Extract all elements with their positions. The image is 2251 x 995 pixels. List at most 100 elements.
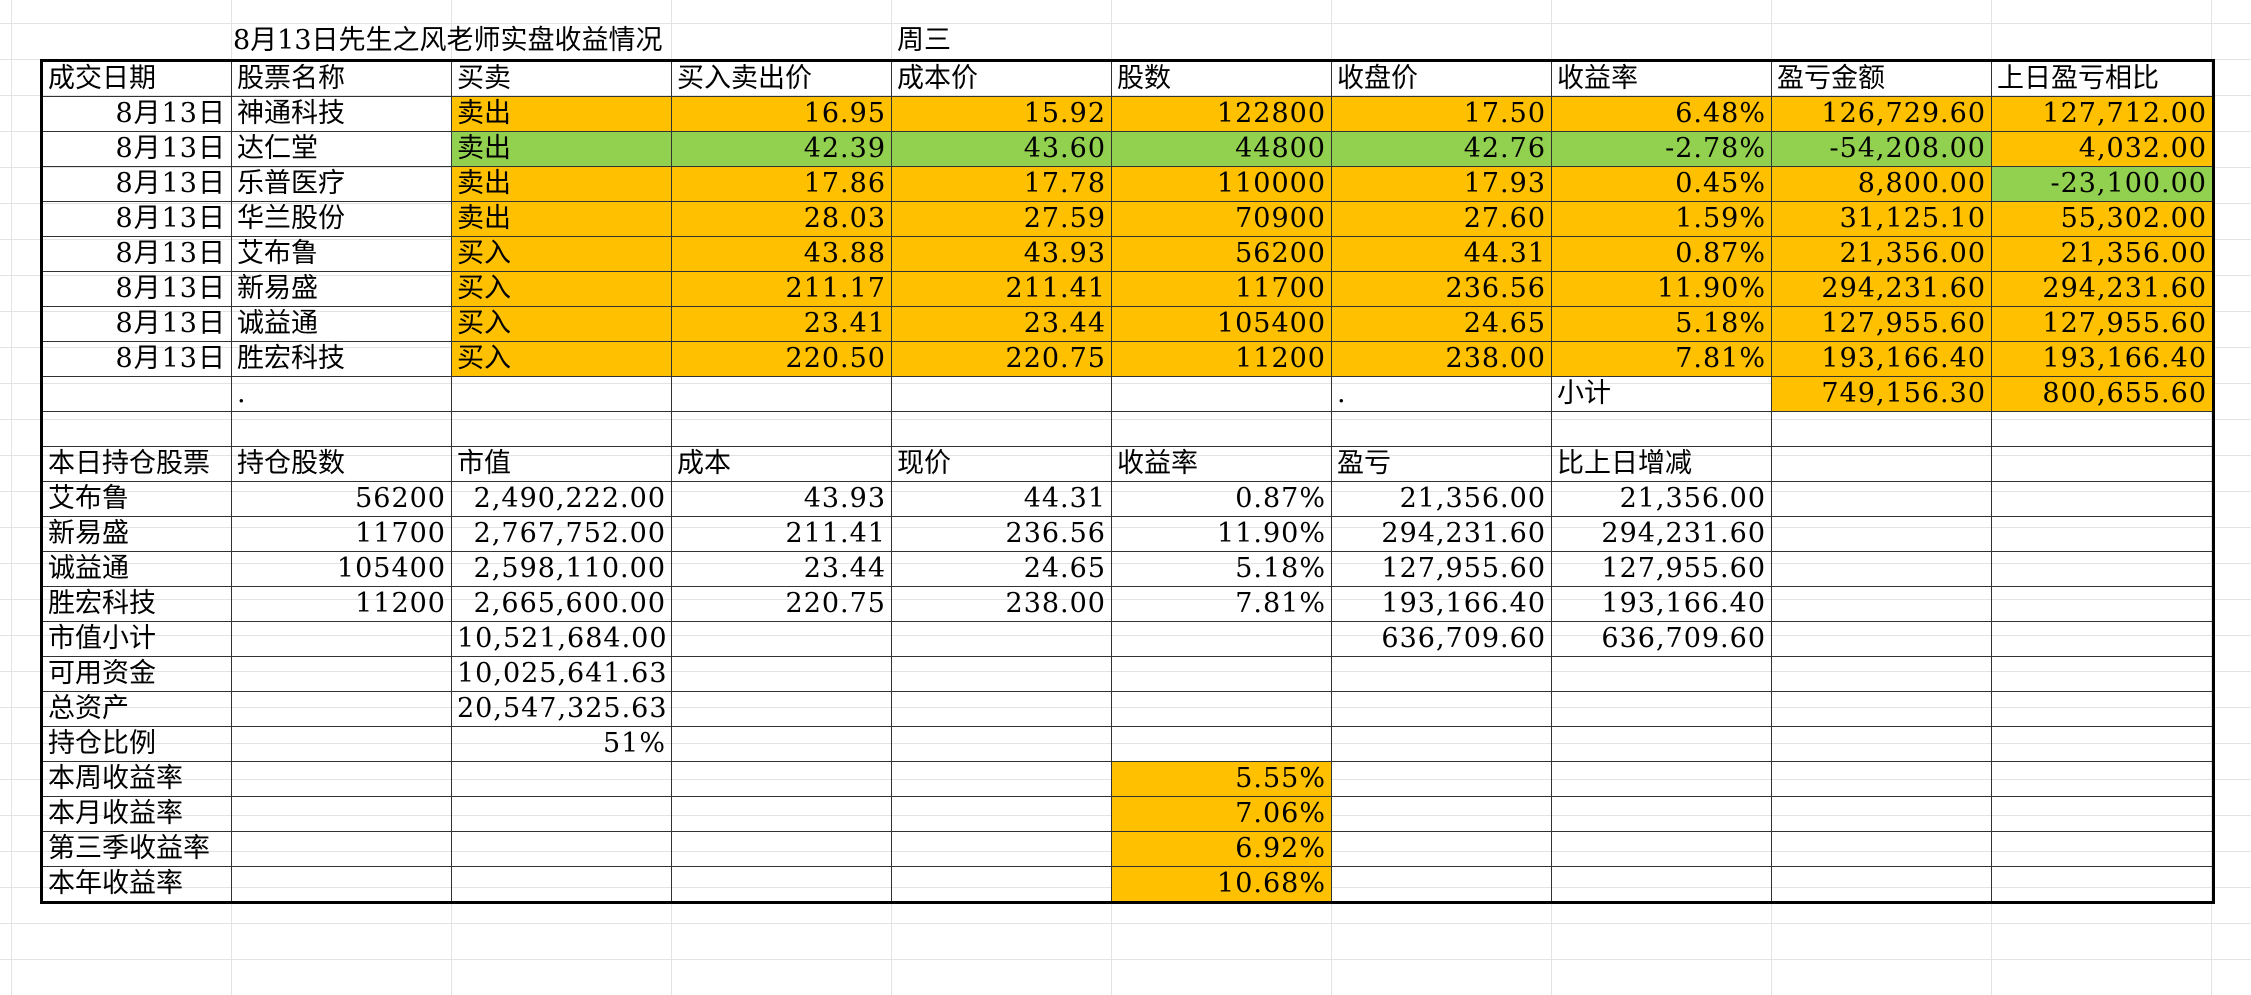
- empty-cell[interactable]: [1331, 691, 1552, 727]
- trade-date-cell[interactable]: 8月13日: [41, 271, 232, 307]
- empty-cell[interactable]: [891, 761, 1112, 797]
- trade-prev-cell[interactable]: 127,955.60: [1991, 306, 2214, 342]
- holding-rate-cell[interactable]: 5.18%: [1111, 551, 1332, 587]
- holding-value-cell[interactable]: 2,767,752.00: [451, 516, 672, 552]
- empty-cell[interactable]: [231, 411, 452, 447]
- empty-cell[interactable]: [891, 726, 1112, 762]
- holding-pnl-cell[interactable]: 294,231.60: [1331, 516, 1552, 552]
- empty-cell[interactable]: [1991, 866, 2214, 903]
- trade-date-cell[interactable]: 8月13日: [41, 236, 232, 272]
- trade-cost-cell[interactable]: 17.78: [891, 166, 1112, 202]
- trade-date-cell[interactable]: 8月13日: [41, 166, 232, 202]
- empty-cell[interactable]: [1331, 831, 1552, 867]
- trade-rate-cell[interactable]: 0.87%: [1551, 236, 1772, 272]
- dot-cell[interactable]: .: [1331, 376, 1552, 412]
- empty-cell[interactable]: [1771, 621, 1992, 657]
- trade-pnl-cell[interactable]: 31,125.10: [1771, 201, 1992, 237]
- trade-stock-cell[interactable]: 达仁堂: [231, 131, 452, 167]
- empty-cell[interactable]: [1771, 831, 1992, 867]
- header-cell[interactable]: 市值: [451, 446, 672, 482]
- trade-stock-cell[interactable]: 神通科技: [231, 96, 452, 132]
- header-cell[interactable]: 收益率: [1111, 446, 1332, 482]
- holding-rate-cell[interactable]: 7.81%: [1111, 586, 1332, 622]
- trade-prev-cell[interactable]: -23,100.00: [1991, 166, 2214, 202]
- trade-stock-cell[interactable]: 新易盛: [231, 271, 452, 307]
- return-label[interactable]: 本年收益率: [41, 866, 232, 903]
- holding-price-cell[interactable]: 238.00: [891, 586, 1112, 622]
- holding-shares-cell[interactable]: 105400: [231, 551, 452, 587]
- empty-cell[interactable]: [1331, 796, 1552, 832]
- sheet-weekday[interactable]: 周三: [897, 25, 951, 56]
- empty-cell[interactable]: [231, 866, 452, 903]
- trade-close-cell[interactable]: 238.00: [1331, 341, 1552, 377]
- trade-close-cell[interactable]: 27.60: [1331, 201, 1552, 237]
- trade-side-cell[interactable]: 买入: [451, 341, 672, 377]
- header-cell[interactable]: 成本: [671, 446, 892, 482]
- trade-rate-cell[interactable]: 1.59%: [1551, 201, 1772, 237]
- empty-cell[interactable]: [1331, 726, 1552, 762]
- trade-shares-cell[interactable]: 56200: [1111, 236, 1332, 272]
- empty-cell[interactable]: [231, 621, 452, 657]
- empty-cell[interactable]: [1111, 691, 1332, 727]
- return-label[interactable]: 本周收益率: [41, 761, 232, 797]
- empty-cell[interactable]: [1991, 796, 2214, 832]
- subtotal-pnl-cell[interactable]: 749,156.30: [1771, 376, 1992, 412]
- trade-pnl-cell[interactable]: 8,800.00: [1771, 166, 1992, 202]
- empty-cell[interactable]: [671, 376, 892, 412]
- holding-cost-cell[interactable]: 220.75: [671, 586, 892, 622]
- empty-cell[interactable]: [1331, 761, 1552, 797]
- trade-side-cell[interactable]: 卖出: [451, 96, 672, 132]
- empty-cell[interactable]: [1551, 831, 1772, 867]
- trade-date-cell[interactable]: 8月13日: [41, 341, 232, 377]
- empty-cell[interactable]: [231, 656, 452, 692]
- empty-cell[interactable]: [1991, 761, 2214, 797]
- empty-cell[interactable]: [451, 866, 672, 903]
- empty-cell[interactable]: [671, 866, 892, 903]
- summary-label[interactable]: 市值小计: [41, 621, 232, 657]
- trade-shares-cell[interactable]: 44800: [1111, 131, 1332, 167]
- trade-shares-cell[interactable]: 11200: [1111, 341, 1332, 377]
- trade-price-cell[interactable]: 220.50: [671, 341, 892, 377]
- trade-close-cell[interactable]: 44.31: [1331, 236, 1552, 272]
- holding-change-cell[interactable]: 193,166.40: [1551, 586, 1772, 622]
- trade-cost-cell[interactable]: 27.59: [891, 201, 1112, 237]
- return-value-cell[interactable]: 7.06%: [1111, 796, 1332, 832]
- empty-cell[interactable]: [1991, 481, 2214, 517]
- empty-cell[interactable]: [891, 656, 1112, 692]
- trade-prev-cell[interactable]: 294,231.60: [1991, 271, 2214, 307]
- holding-value-cell[interactable]: 2,598,110.00: [451, 551, 672, 587]
- trade-date-cell[interactable]: 8月13日: [41, 201, 232, 237]
- empty-cell[interactable]: [451, 411, 672, 447]
- empty-cell[interactable]: [1771, 516, 1992, 552]
- trade-prev-cell[interactable]: 21,356.00: [1991, 236, 2214, 272]
- trade-price-cell[interactable]: 42.39: [671, 131, 892, 167]
- holding-change-cell[interactable]: 127,955.60: [1551, 551, 1772, 587]
- market-value-cell[interactable]: 10,521,684.00: [451, 621, 672, 657]
- empty-cell[interactable]: [1771, 551, 1992, 587]
- holding-shares-cell[interactable]: 11700: [231, 516, 452, 552]
- trade-shares-cell[interactable]: 122800: [1111, 96, 1332, 132]
- holding-shares-cell[interactable]: 56200: [231, 481, 452, 517]
- empty-cell[interactable]: [1991, 691, 2214, 727]
- trade-cost-cell[interactable]: 43.93: [891, 236, 1112, 272]
- empty-cell[interactable]: [451, 796, 672, 832]
- empty-cell[interactable]: [1771, 796, 1992, 832]
- cash-value-cell[interactable]: 10,025,641.63: [451, 656, 672, 692]
- empty-cell[interactable]: [671, 656, 892, 692]
- empty-cell[interactable]: [1991, 586, 2214, 622]
- empty-cell[interactable]: [41, 411, 232, 447]
- trade-price-cell[interactable]: 17.86: [671, 166, 892, 202]
- return-value-cell[interactable]: 6.92%: [1111, 831, 1332, 867]
- holding-value-cell[interactable]: 2,490,222.00: [451, 481, 672, 517]
- empty-cell[interactable]: [891, 411, 1112, 447]
- holding-price-cell[interactable]: 44.31: [891, 481, 1112, 517]
- trade-side-cell[interactable]: 卖出: [451, 166, 672, 202]
- header-cell[interactable]: 比上日增减: [1551, 446, 1772, 482]
- trade-rate-cell[interactable]: 6.48%: [1551, 96, 1772, 132]
- empty-cell[interactable]: [231, 726, 452, 762]
- empty-cell[interactable]: [671, 831, 892, 867]
- sheet-title[interactable]: 8月13日先生之风老师实盘收益情况: [233, 25, 663, 56]
- trade-pnl-cell[interactable]: 294,231.60: [1771, 271, 1992, 307]
- trade-stock-cell[interactable]: 诚益通: [231, 306, 452, 342]
- trade-close-cell[interactable]: 42.76: [1331, 131, 1552, 167]
